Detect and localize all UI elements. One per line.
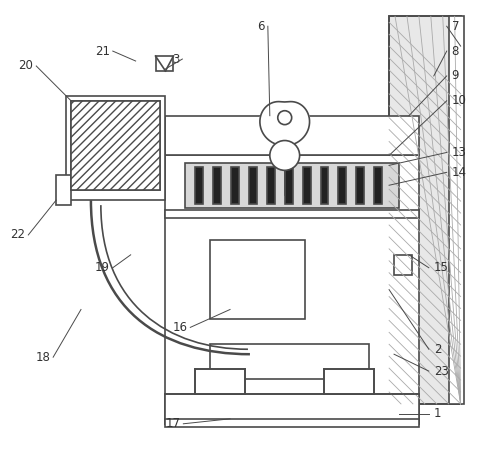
Text: 22: 22 [11, 228, 25, 241]
Bar [249, 167, 257, 204]
Text: 8: 8 [452, 44, 459, 58]
Bar [231, 167, 239, 204]
Bar [449, 16, 464, 404]
Bar [389, 16, 461, 404]
Text: 20: 20 [18, 59, 33, 72]
Text: 9: 9 [452, 69, 459, 82]
Bar [195, 369, 245, 394]
Bar [389, 16, 461, 404]
Bar [66, 96, 165, 200]
Bar [165, 116, 419, 155]
Bar [303, 167, 310, 204]
Bar [210, 240, 305, 319]
Bar [185, 164, 399, 208]
Bar [195, 167, 203, 204]
Text: 6: 6 [257, 20, 265, 33]
Bar [165, 394, 419, 424]
Bar [285, 167, 293, 204]
Bar [338, 167, 346, 204]
Text: 15: 15 [434, 261, 449, 274]
Bar [165, 419, 419, 427]
Text: 14: 14 [452, 166, 467, 179]
Bar [156, 56, 173, 71]
Bar [210, 344, 369, 379]
Text: 1: 1 [434, 407, 441, 420]
Bar [165, 155, 419, 215]
Text: 3: 3 [172, 53, 179, 66]
Bar [320, 167, 329, 204]
Text: 21: 21 [95, 44, 110, 58]
Bar [356, 167, 364, 204]
Polygon shape [260, 101, 309, 146]
Text: 17: 17 [165, 417, 181, 430]
Bar [213, 167, 221, 204]
Bar [165, 215, 419, 424]
Text: 13: 13 [452, 146, 467, 159]
Text: 23: 23 [434, 365, 449, 378]
Circle shape [278, 111, 292, 125]
Text: 7: 7 [452, 20, 459, 33]
Text: 10: 10 [452, 94, 467, 107]
Bar [324, 369, 374, 394]
Bar [71, 101, 160, 190]
Bar [165, 210, 419, 218]
Text: 16: 16 [172, 321, 187, 334]
Bar [56, 175, 71, 205]
Text: 19: 19 [95, 261, 110, 274]
Bar [267, 167, 275, 204]
Text: 2: 2 [434, 343, 441, 356]
Text: 18: 18 [35, 351, 50, 364]
Circle shape [270, 140, 300, 170]
Bar [71, 101, 160, 190]
Bar [394, 255, 412, 275]
Bar [374, 167, 382, 204]
